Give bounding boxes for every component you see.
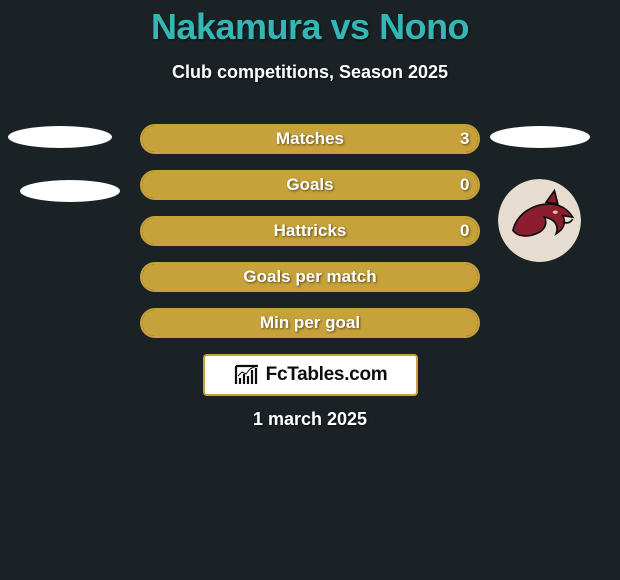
stat-value-right: 0	[460, 221, 469, 241]
comparison-infographic: Nakamura vs Nono Club competitions, Seas…	[0, 0, 620, 580]
stat-label: Goals per match	[0, 267, 620, 287]
bars-icon	[234, 364, 260, 386]
branding-text: FcTables.com	[266, 364, 388, 386]
stat-label: Hattricks	[0, 221, 620, 241]
stat-label: Matches	[0, 129, 620, 149]
stat-label: Min per goal	[0, 313, 620, 333]
snapshot-date: 1 march 2025	[0, 409, 620, 430]
stat-value-right: 3	[460, 129, 469, 149]
page-title: Nakamura vs Nono	[0, 6, 620, 48]
branding-source: FcTables.com	[203, 354, 418, 396]
subtitle: Club competitions, Season 2025	[0, 62, 620, 83]
stat-value-right: 0	[460, 175, 469, 195]
stat-label: Goals	[0, 175, 620, 195]
